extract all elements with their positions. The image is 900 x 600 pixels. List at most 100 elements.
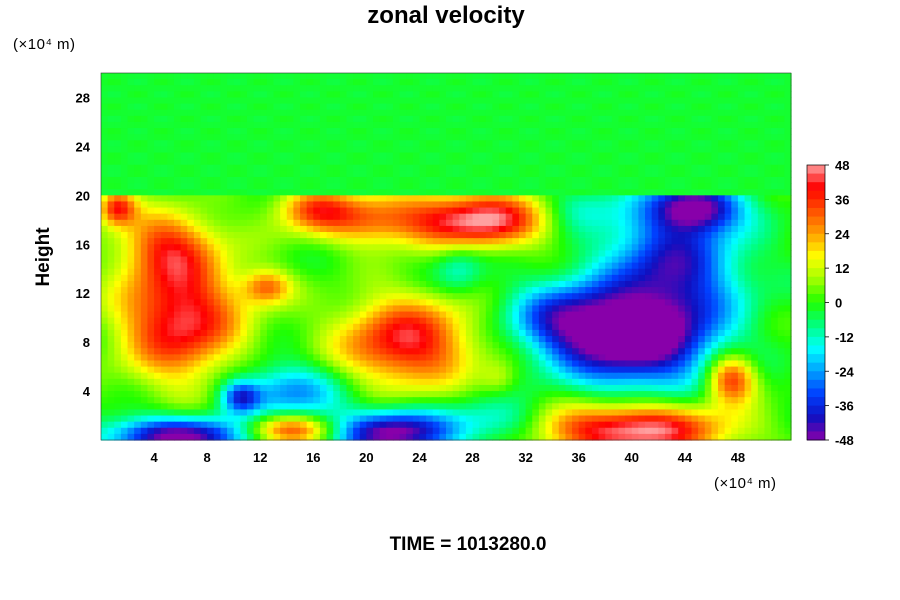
heatmap-cell <box>392 225 401 233</box>
heatmap-cell <box>260 262 268 270</box>
heatmap-cell <box>127 238 135 245</box>
heatmap-cell <box>246 85 255 92</box>
heatmap-cell <box>346 250 354 258</box>
heatmap-cell <box>266 97 275 105</box>
heatmap-cell <box>207 128 215 135</box>
heatmap-cell <box>220 128 228 135</box>
heatmap-cell <box>538 189 547 196</box>
heatmap-cell <box>757 311 766 319</box>
heatmap-cell <box>452 299 460 307</box>
heatmap-cell <box>552 311 560 319</box>
heatmap-cell <box>419 360 427 368</box>
heatmap-cell <box>538 250 547 258</box>
heatmap-cell <box>684 79 693 86</box>
heatmap-cell <box>737 317 746 325</box>
heatmap-cell <box>180 73 188 80</box>
heatmap-cell <box>154 207 162 215</box>
heatmap-cell <box>406 79 414 86</box>
heatmap-cell <box>313 195 321 203</box>
heatmap-cell <box>618 225 626 233</box>
heatmap-cell <box>737 342 746 349</box>
heatmap-cell <box>718 342 726 349</box>
heatmap-cell <box>518 238 527 245</box>
heatmap-cell <box>187 85 195 92</box>
heatmap-cell <box>572 207 580 215</box>
heatmap-cell <box>771 85 779 92</box>
heatmap-cell <box>353 287 361 294</box>
heatmap-cell <box>373 293 381 300</box>
heatmap-cell <box>220 311 228 319</box>
heatmap-cell <box>578 140 586 147</box>
heatmap-cell <box>200 329 208 337</box>
heatmap-cell <box>784 152 792 160</box>
heatmap-cell <box>439 91 447 99</box>
heatmap-cell <box>691 317 699 325</box>
heatmap-cell <box>744 146 752 154</box>
heatmap-cell <box>565 121 573 129</box>
heatmap-cell <box>784 225 792 233</box>
heatmap-cell <box>638 336 646 343</box>
heatmap-cell <box>671 115 679 123</box>
heatmap-cell <box>313 109 321 117</box>
heatmap-cell <box>771 146 779 154</box>
heatmap-cell <box>227 250 235 258</box>
heatmap-cell <box>366 238 374 245</box>
heatmap-cell <box>167 293 175 300</box>
heatmap-cell <box>273 219 281 227</box>
heatmap-cell <box>379 323 387 331</box>
heatmap-cell <box>313 201 321 209</box>
heatmap-cell <box>591 299 600 307</box>
heatmap-cell <box>193 213 202 221</box>
heatmap-cell <box>280 176 288 184</box>
heatmap-cell <box>711 329 719 337</box>
heatmap-cell <box>160 219 168 227</box>
heatmap-cell <box>386 85 394 92</box>
heatmap-cell <box>359 97 367 105</box>
heatmap-cell <box>545 91 553 99</box>
heatmap-cell <box>353 360 361 368</box>
heatmap-cell <box>572 280 580 288</box>
heatmap-cell <box>777 305 785 313</box>
heatmap-cell <box>333 189 341 196</box>
heatmap-cell <box>140 164 149 172</box>
heatmap-cell <box>678 305 686 313</box>
heatmap-cell <box>359 317 367 325</box>
heatmap-cell <box>187 189 195 196</box>
heatmap-cell <box>737 336 746 343</box>
heatmap-cell <box>452 268 460 276</box>
heatmap-cell <box>366 293 374 300</box>
heatmap-cell <box>120 115 129 123</box>
heatmap-cell <box>784 170 792 178</box>
heatmap-cell <box>333 91 341 99</box>
heatmap-cell <box>366 336 374 343</box>
heatmap-cell <box>724 336 732 343</box>
heatmap-cell <box>552 134 560 141</box>
heatmap-cell <box>187 115 195 123</box>
heatmap-cell <box>618 146 626 154</box>
heatmap-cell <box>737 91 746 99</box>
heatmap-cell <box>764 207 772 215</box>
heatmap-cell <box>651 305 659 313</box>
heatmap-cell <box>671 183 679 190</box>
heatmap-cell <box>724 262 732 270</box>
heatmap-cell <box>220 73 228 80</box>
heatmap-cell <box>187 158 195 166</box>
heatmap-cell <box>439 256 447 264</box>
heatmap-cell <box>114 195 122 203</box>
heatmap-cell <box>764 354 772 362</box>
heatmap-cell <box>373 195 381 203</box>
heatmap-cell <box>737 183 746 190</box>
heatmap-cell <box>724 274 732 282</box>
heatmap-cell <box>412 232 421 239</box>
heatmap-cell <box>472 189 480 196</box>
heatmap-cell <box>538 158 547 166</box>
heatmap-cell <box>718 305 726 313</box>
heatmap-cell <box>492 342 500 349</box>
heatmap-cell <box>518 79 527 86</box>
heatmap-cell <box>611 348 620 355</box>
heatmap-cell <box>757 305 766 313</box>
heatmap-cell <box>572 115 580 123</box>
heatmap-cell <box>273 170 281 178</box>
heatmap-cell <box>419 274 427 282</box>
heatmap-cell <box>293 342 301 349</box>
